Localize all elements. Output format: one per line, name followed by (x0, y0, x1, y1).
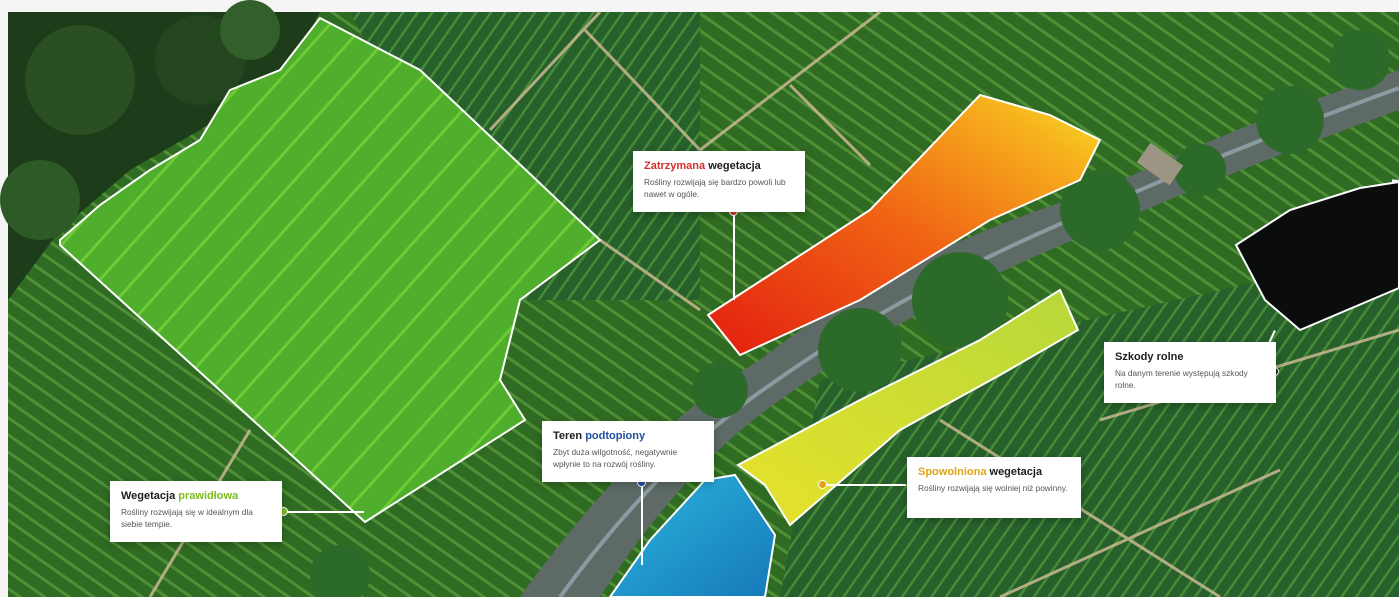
zatrzymana-title: Zatrzymana wegetacja (644, 160, 761, 172)
zatrzymana-desc: Rośliny rozwijają się bardzo powoli lub … (644, 177, 786, 199)
spowolniona-marker (818, 480, 827, 489)
wegetacja-leader (284, 511, 364, 513)
szkody-card: Szkody rolne Na danym terenie występują … (1104, 342, 1276, 403)
wegetacja-desc: Rośliny rozwijają się w idealnym dla sie… (121, 507, 253, 529)
zatrzymana-leader (733, 212, 735, 300)
teren-desc: Zbyt duża wilgotność, negatywnie wpłynie… (553, 447, 678, 469)
teren-leader (641, 483, 643, 565)
szkody-desc: Na danym terenie występują szkody rolne. (1115, 368, 1248, 390)
spowolniona-desc: Rośliny rozwijają się wolniej niż powinn… (918, 483, 1068, 493)
teren-title: Teren podtopiony (553, 430, 646, 442)
spowolniona-title: Spowolniona wegetacja (918, 466, 1043, 478)
zatrzymana-card: Zatrzymana wegetacja Rośliny rozwijają s… (633, 151, 805, 212)
spowolniona-leader (822, 484, 906, 486)
teren-card: Teren podtopiony Zbyt duża wilgotność, n… (542, 421, 714, 482)
wegetacja-title: Wegetacja prawidłowa (121, 490, 239, 502)
szkody-title: Szkody rolne (1115, 351, 1184, 363)
spowolniona-card: Spowolniona wegetacja Rośliny rozwijają … (907, 457, 1081, 518)
wegetacja-card: Wegetacja prawidłowa Rośliny rozwijają s… (110, 481, 282, 542)
